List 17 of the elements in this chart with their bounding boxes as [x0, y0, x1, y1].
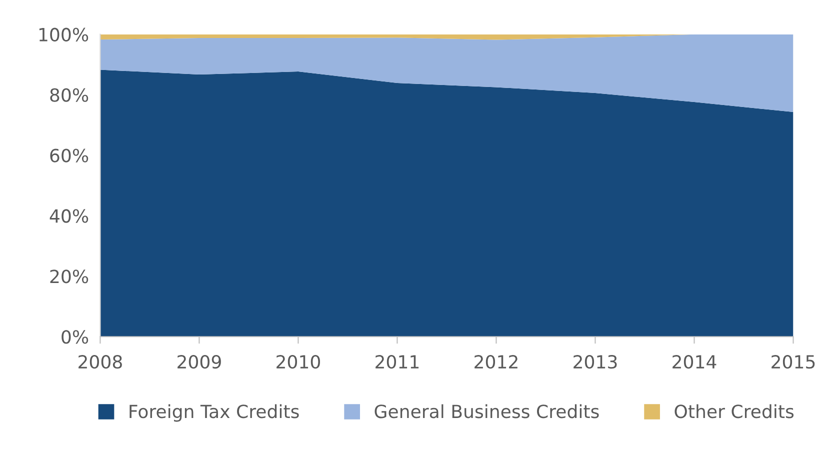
legend-label: General Business Credits [374, 404, 599, 418]
legend-label: Foreign Tax Credits [130, 404, 299, 422]
y-tick-label: 20% [50, 270, 88, 284]
x-tick-label: 2010 [276, 355, 320, 369]
legend-label: Other Credits [674, 404, 794, 418]
x-tick-label: 2014 [672, 355, 716, 369]
y-tick-label: 0% [62, 330, 88, 344]
x-tick-label: 2011 [376, 355, 419, 369]
y-tick-label: 40% [50, 209, 88, 223]
x-tick-label: 2015 [772, 355, 815, 369]
y-tick-label: 100% [39, 28, 88, 42]
x-tick-label: 2009 [178, 355, 221, 369]
y-tick-label: 80% [50, 88, 88, 102]
x-tick-label: 2013 [574, 355, 617, 369]
x-tick-label: 2008 [78, 355, 122, 369]
y-tick-label: 60% [50, 148, 88, 162]
x-tick-label: 2012 [474, 355, 518, 369]
